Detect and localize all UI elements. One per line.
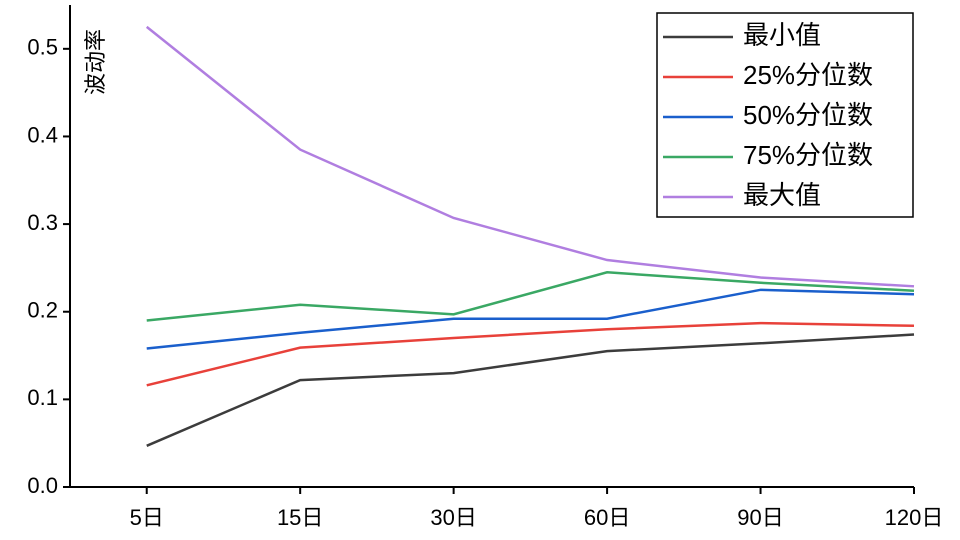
y-tick-label: 0.0 — [27, 473, 58, 498]
y-tick-label: 0.3 — [27, 210, 58, 235]
legend-box — [656, 12, 914, 218]
y-tick-label: 0.4 — [27, 122, 58, 147]
legend-label: 25%分位数 — [743, 60, 873, 90]
x-tick-label: 5日 — [130, 505, 164, 530]
legend-label: 75%分位数 — [743, 140, 873, 170]
legend-label: 50%分位数 — [743, 100, 873, 130]
x-tick-label: 60日 — [584, 505, 630, 530]
series-line — [146, 333, 915, 447]
y-axis-label: 波动率 — [83, 29, 108, 95]
y-tick-label: 0.1 — [27, 385, 58, 410]
x-tick-label: 30日 — [430, 505, 476, 530]
x-tick-label: 120日 — [885, 505, 944, 530]
legend-label: 最大值 — [743, 180, 821, 210]
series-line — [146, 288, 915, 350]
x-tick-label: 90日 — [737, 505, 783, 530]
y-tick-label: 0.2 — [27, 298, 58, 323]
series-line — [145, 25, 915, 288]
legend-label: 最小值 — [743, 20, 821, 50]
x-tick-label: 15日 — [277, 505, 323, 530]
y-tick-label: 0.5 — [27, 35, 58, 60]
series-line — [146, 321, 915, 387]
series-line — [146, 271, 915, 322]
